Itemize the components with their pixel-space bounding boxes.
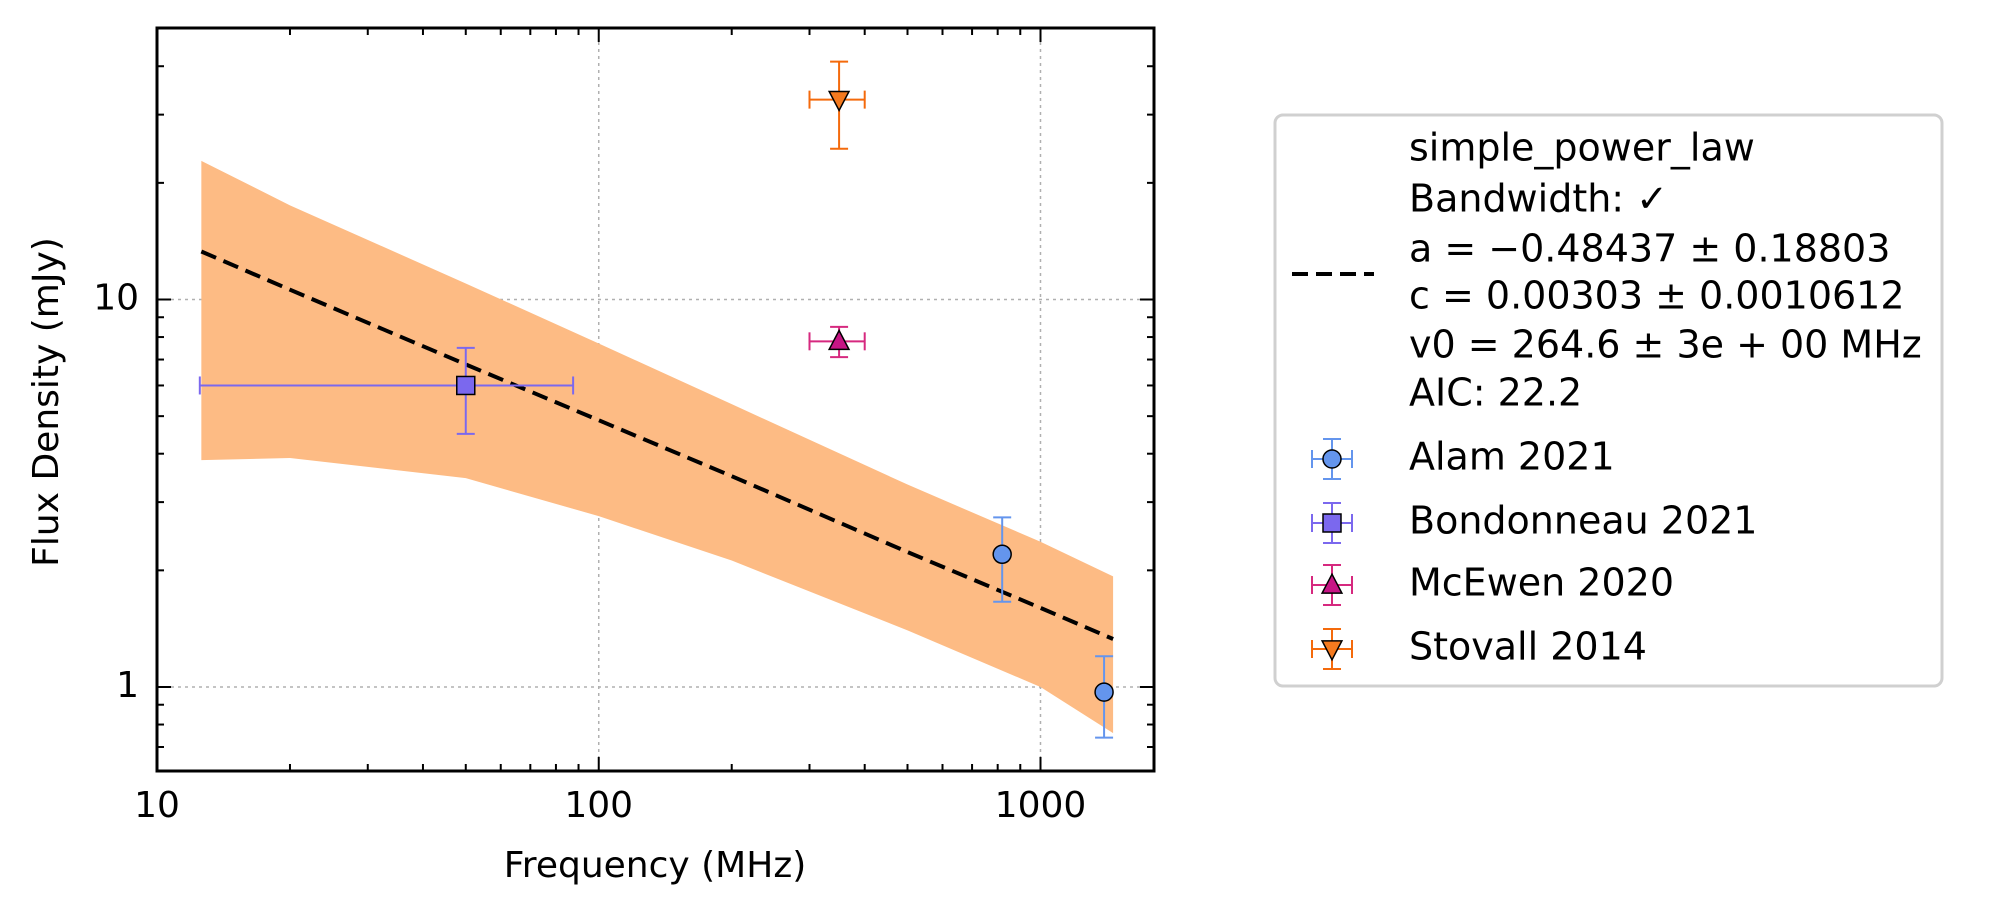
x-tick-label: 1000 xyxy=(995,785,1087,826)
legend-box xyxy=(1273,113,1944,688)
marker xyxy=(992,544,1012,565)
marker xyxy=(456,375,476,396)
x-axis-label: Frequency (MHz) xyxy=(504,845,807,886)
x-tick-label: 100 xyxy=(564,785,633,826)
y-tick-label: 10 xyxy=(93,278,139,319)
confidence-band xyxy=(201,160,1114,734)
legend-label: Stovall 2014 xyxy=(1409,625,1647,669)
legend-marker xyxy=(1320,640,1344,662)
legend-label: Alam 2021 xyxy=(1409,435,1615,479)
legend-label: simple_power_law xyxy=(1409,126,1755,170)
fit-line xyxy=(200,249,1114,641)
legend-label: c = 0.00303 ± 0.0010612 xyxy=(1409,274,1905,318)
y-axis-label: Flux Density (mJy) xyxy=(26,237,67,567)
legend-label: AIC: 22.2 xyxy=(1409,371,1582,415)
marker xyxy=(827,328,851,351)
legend-label: Bandwidth: ✓ xyxy=(1409,177,1668,221)
legend-marker xyxy=(1322,449,1342,469)
legend-label: Bondonneau 2021 xyxy=(1409,499,1757,543)
plot-frame xyxy=(155,26,1156,773)
legend-marker xyxy=(1320,572,1344,594)
legend-label: v0 = 264.6 ± 3e + 00 MHz xyxy=(1409,323,1922,367)
x-tick-label: 10 xyxy=(134,785,180,826)
marker xyxy=(1094,682,1114,702)
legend-label: McEwen 2020 xyxy=(1409,561,1674,605)
marker xyxy=(827,90,851,113)
legend-marker xyxy=(1322,513,1342,533)
legend-label: a = −0.48437 ± 0.18803 xyxy=(1409,227,1890,271)
y-tick-label: 1 xyxy=(116,665,139,706)
